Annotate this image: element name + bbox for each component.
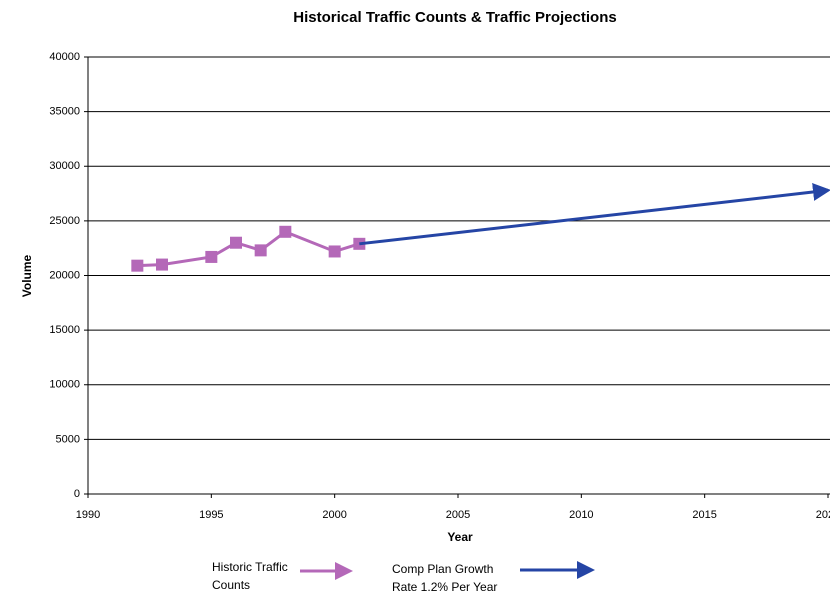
y-tick-label: 30000 — [49, 160, 80, 172]
data-point — [156, 258, 168, 271]
data-point — [230, 236, 242, 249]
x-tick-label: 2015 — [692, 509, 716, 521]
y-tick-label: 5000 — [56, 433, 80, 445]
y-axis-label: Volume — [20, 254, 34, 297]
series-line — [137, 230, 360, 268]
legend-label: Comp Plan Growth Rate 1.2% Per Year — [392, 562, 498, 594]
legend-label: Historic Traffic Counts — [212, 560, 288, 592]
data-point — [279, 225, 292, 238]
x-tick-label: 1995 — [199, 509, 223, 521]
y-tick-label: 35000 — [49, 106, 80, 118]
y-tick-label: 10000 — [49, 379, 80, 391]
x-tick-label: 2010 — [569, 509, 593, 521]
x-tick-label: 2020 — [816, 509, 830, 521]
data-point — [205, 250, 218, 263]
series-line — [359, 183, 830, 246]
data-point — [254, 244, 267, 257]
chart-title: Historical Traffic Counts & Traffic Proj… — [293, 9, 616, 26]
y-tick-label: 40000 — [49, 51, 80, 63]
y-tick-label: 15000 — [49, 324, 80, 336]
y-tick-label: 25000 — [49, 215, 80, 227]
data-point — [131, 259, 144, 272]
y-tick-label: 20000 — [49, 269, 80, 281]
x-tick-label: 2000 — [322, 509, 346, 521]
x-axis-label: Year — [447, 530, 473, 544]
data-point — [328, 245, 341, 258]
x-tick-label: 2005 — [446, 509, 470, 521]
x-tick-label: 1990 — [76, 509, 100, 521]
y-tick-label: 0 — [74, 488, 80, 500]
